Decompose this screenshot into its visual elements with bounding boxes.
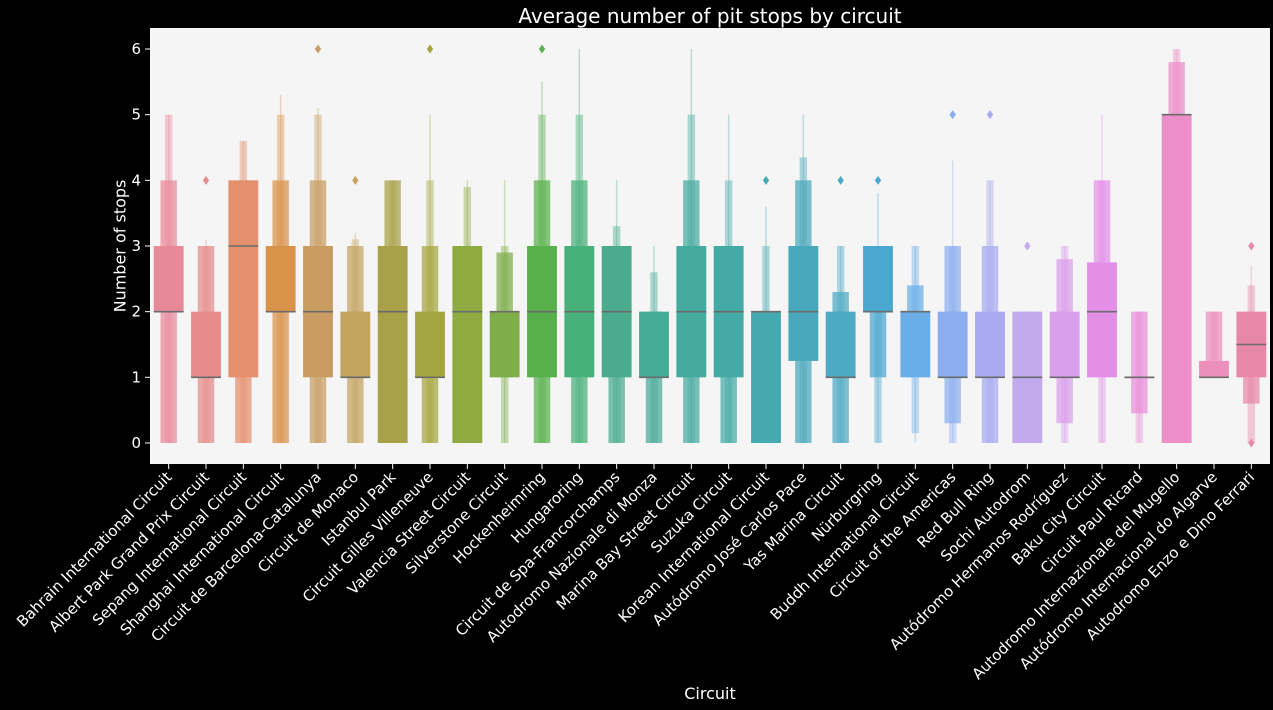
box-group [377,180,408,443]
box-group [676,49,707,443]
box-inner [863,246,893,312]
box-inner [489,311,520,378]
y-tick-label: 1 [131,368,141,386]
outlier-point [314,44,322,54]
box-group [1236,241,1267,448]
box-group [863,175,893,443]
outlier-point [1248,241,1255,251]
box-inner [340,311,371,378]
box-group [937,110,968,443]
y-tick-label: 6 [131,40,141,58]
box-group [303,44,333,443]
plot-area [150,28,1270,464]
box-inner [1161,114,1192,443]
x-axis-label: Circuit [684,684,736,703]
outlier-point [762,175,770,185]
y-tick-label: 4 [131,171,141,189]
box-inner [153,246,184,312]
box-group [527,44,557,443]
box-group [1124,311,1155,443]
box-group [713,114,744,443]
box-group [415,44,445,443]
outlier-point [874,175,882,185]
outlier-point [837,175,844,185]
box-group [489,180,520,443]
box-inner [415,311,445,378]
box-inner [751,311,781,443]
box-group [265,94,296,443]
box-inner [1049,311,1080,378]
box-group [900,246,931,443]
box-group [639,246,669,443]
outlier-point [1024,241,1031,251]
box-group [228,140,259,443]
outlier-point [352,175,359,185]
box-inner [788,246,819,361]
box-group [1049,246,1080,443]
y-axis: 0 1 2 3 4 5 6 [131,40,150,452]
box-inner [191,311,221,378]
box-inner [900,311,931,378]
y-axis-label: Number of stops [110,179,130,313]
y-tick-label: 0 [131,434,141,452]
box-group [1012,241,1043,443]
box-inner [1087,262,1117,378]
y-tick-label: 5 [131,106,141,124]
box-group [975,110,1005,443]
box-inner [639,311,669,378]
outlier-point [538,44,546,54]
box-inner [825,311,856,378]
box-group [340,175,371,443]
box-inner [228,180,259,378]
outlier-point [426,44,434,54]
outlier-point [949,110,956,120]
y-tick-label: 2 [131,303,141,321]
box-group [825,175,856,443]
y-tick-label: 3 [131,237,141,255]
box-inner [377,246,408,443]
box-group [1161,49,1192,443]
box-group [1087,114,1117,443]
box-group [564,49,595,443]
box-group [788,114,819,443]
box-group [601,180,632,443]
outlier-point [986,110,994,120]
box-inner [937,311,968,378]
chart-title: Average number of pit stops by circuit [518,4,902,28]
box-inner [265,246,296,312]
box-group [452,180,483,443]
box-group [153,114,184,443]
box-group [751,175,781,443]
box-inner [1199,360,1229,378]
outlier-point [1248,438,1255,448]
box-group [1199,311,1229,379]
box-group [191,175,221,443]
box-inner [975,311,1005,378]
outlier-point [202,175,210,185]
box-tail [1131,311,1148,414]
box-inner [452,246,483,443]
chart-marks [153,44,1267,448]
